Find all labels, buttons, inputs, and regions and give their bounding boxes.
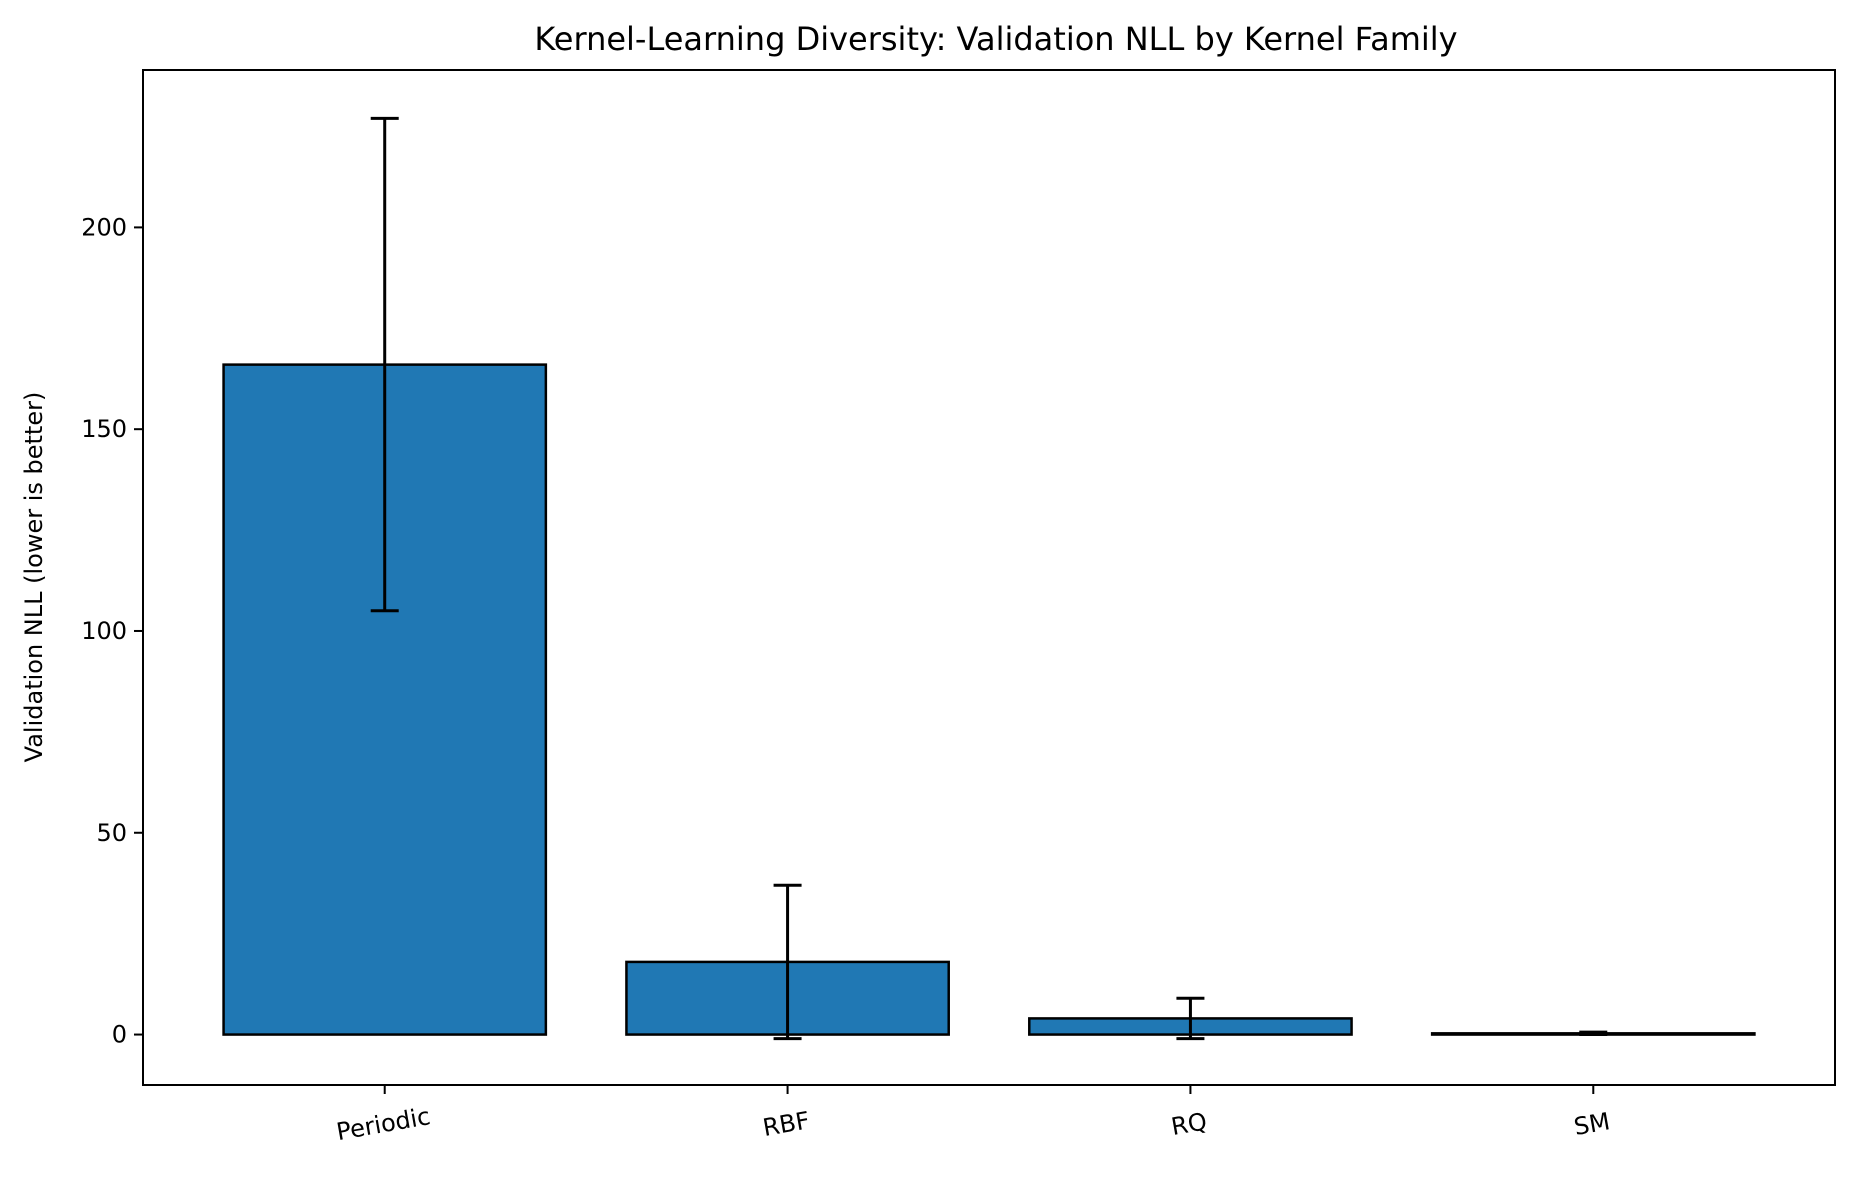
y-tick-label: 100 <box>81 617 127 645</box>
y-tick-label: 200 <box>81 213 127 241</box>
y-axis-label: Validation NLL (lower is better) <box>20 392 48 763</box>
error-bar-sm <box>1579 1030 1608 1037</box>
bars-layer <box>222 363 1756 1036</box>
y-tick-label: 150 <box>81 415 127 443</box>
error-bar-rbf <box>773 883 802 1041</box>
x-tick-label-rbf: RBF <box>761 1106 812 1142</box>
x-tick-label-periodic: Periodic <box>334 1102 432 1146</box>
y-tick-label: 50 <box>96 819 127 847</box>
y-axis: 0 50 100 150 200 <box>81 213 143 1049</box>
x-axis: Periodic RBF RQ SM <box>334 1085 1612 1146</box>
y-tick-label: 0 <box>112 1021 127 1049</box>
error-bar-rq <box>1176 996 1205 1041</box>
error-bars-layer <box>370 116 1608 1041</box>
x-tick-label-sm: SM <box>1572 1107 1612 1141</box>
chart-title: Kernel-Learning Diversity: Validation NL… <box>534 20 1457 58</box>
error-bar-periodic <box>370 116 399 613</box>
x-tick-label-rq: RQ <box>1169 1107 1209 1141</box>
plot-frame <box>142 69 1836 1086</box>
